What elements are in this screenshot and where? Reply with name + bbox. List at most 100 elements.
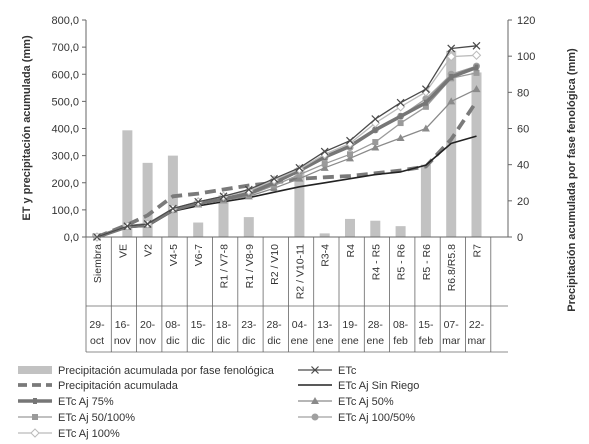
series-point-etc-aj-50-100: [473, 69, 480, 76]
series-point-etc-aj-75: [423, 99, 428, 106]
date-label-month: ene: [316, 335, 334, 347]
series-point-etc-aj-100: [471, 50, 482, 60]
left-tick-label: 400,0: [51, 124, 79, 136]
series-point-etc: [194, 197, 203, 206]
bar-precip-phase: [243, 217, 254, 237]
series-line-etc-aj-75: [96, 65, 478, 239]
left-axis-title: ET y precipitación acumulada (mm): [21, 35, 33, 221]
series-point-etc-aj-50-100: [372, 139, 379, 146]
right-tick-label: 120: [517, 15, 535, 27]
left-tick-label: 700,0: [51, 42, 79, 54]
series-point-etc: [320, 147, 329, 156]
legend-marker-etc: [311, 366, 319, 374]
bar-precip-phase: [319, 233, 330, 237]
series-point-etc-aj-100: [446, 51, 456, 62]
series-line-etc: [96, 45, 477, 238]
series-point-etc: [472, 41, 481, 50]
date-label-day: 29-: [89, 319, 105, 331]
legend-marker-etc-aj-75: [33, 398, 37, 404]
date-label-day: 16-: [115, 319, 131, 331]
legend-marker-etc-aj-100: [30, 428, 40, 438]
series-point-etc: [421, 85, 430, 94]
category-label: R5 - R6: [396, 244, 408, 280]
legend-label-etc-aj-75: ETc Aj 75%: [58, 396, 114, 408]
legend-marker-etc-aj-50-100: [32, 414, 38, 420]
series-point-etc: [396, 98, 405, 107]
bar-precip-phase: [471, 72, 482, 237]
date-label-month: ene: [291, 335, 309, 347]
date-label-month: ene: [341, 335, 359, 347]
legend-marker-etc-aj-100-50: [311, 413, 319, 421]
date-label-month: dic: [242, 335, 255, 347]
category-label: VE: [117, 244, 129, 258]
date-label-month: feb: [393, 335, 408, 347]
category-label: R3-4: [320, 244, 332, 267]
series-point-etc-aj-50: [320, 163, 329, 171]
category-label: R4: [345, 244, 357, 258]
category-label: R2 / V10-11: [294, 244, 306, 299]
series-point-etc-aj-50: [295, 174, 304, 182]
left-tick-label: 300,0: [51, 151, 79, 163]
date-label-month: mar: [442, 335, 461, 347]
series-point-etc-aj-75: [449, 73, 454, 80]
date-label-month: dic: [191, 335, 204, 347]
series-point-etc: [219, 192, 228, 201]
axis-labels: 0,0 100,0 200,0 300,0 400,0 500,0 600,0 700,0 80…: [21, 15, 578, 347]
right-tick-label: 80: [517, 87, 529, 99]
category-label: R6.8/R5.8: [446, 244, 458, 291]
date-label-month: dic: [166, 335, 179, 347]
series-point-etc: [143, 220, 152, 228]
series-point-etc-aj-50-100: [422, 103, 429, 110]
date-label-day: 15-: [191, 319, 207, 331]
left-tick-label: 200,0: [51, 178, 79, 190]
right-tick-label: 0: [517, 232, 523, 244]
date-label-day: 28-: [267, 319, 283, 331]
date-label-month: nov: [114, 335, 132, 347]
date-label-day: 04-: [292, 319, 308, 331]
legend-marker-etc-aj-50: [311, 397, 319, 404]
series-point-etc-aj-50: [371, 143, 380, 151]
date-label-month: feb: [419, 335, 434, 347]
legend-label-precipitaci-n-acumulada: Precipitación acumulada: [58, 380, 179, 392]
series-point-etc: [168, 204, 177, 213]
date-label-day: 20-: [140, 319, 156, 331]
left-tick-label: 0,0: [64, 232, 79, 244]
right-tick-label: 60: [517, 124, 529, 136]
left-tick-label: 100,0: [51, 205, 79, 217]
series-point-etc-aj-50: [346, 154, 354, 162]
date-label-day: 19-: [342, 319, 358, 331]
date-label-day: 22-: [469, 319, 485, 331]
series-line-etc-aj-100: [96, 54, 477, 238]
right-tick-label: 100: [517, 51, 535, 63]
series-point-etc: [123, 222, 132, 231]
left-tick-label: 800,0: [51, 15, 79, 27]
date-label-day: 13-: [317, 319, 333, 331]
legend-label-etc: ETc: [338, 365, 357, 377]
series-line-precipitaci-n-acumulada: [96, 100, 479, 239]
bar-precip-phase: [395, 226, 406, 237]
legend-label-etc-aj-50: ETc Aj 50%: [338, 396, 394, 408]
series-point-etc: [371, 115, 380, 123]
bar-precip-phase: [370, 220, 381, 237]
legend-label-etc-aj-100-50: ETc Aj 100/50%: [338, 412, 415, 424]
series-line-etc-aj-100-50: [96, 65, 477, 238]
axes: [82, 19, 512, 238]
date-label-day: 08-: [165, 319, 181, 331]
series-point-etc-aj-50-100: [321, 160, 328, 167]
series-point-etc: [270, 174, 279, 183]
date-label-day: 07-: [444, 319, 460, 331]
date-label-month: nov: [139, 335, 157, 347]
series-point-etc-aj-50: [421, 124, 430, 132]
series-point-etc-aj-50: [396, 133, 405, 141]
bar-precip-phase: [193, 222, 204, 237]
series-point-etc: [346, 136, 354, 145]
category-label: V4-5: [168, 244, 180, 266]
date-label-month: ene: [367, 335, 385, 347]
bar-precip-phase: [122, 130, 133, 237]
series-point-etc-aj-50: [447, 97, 456, 105]
bar-precip-phase: [420, 164, 431, 237]
legend-label-precipitaci-n-acumulada-por-fase-fenol-gica: Precipitación acumulada por fase fenológ…: [58, 365, 275, 377]
category-label: V6-7: [193, 244, 205, 266]
grid: [85, 237, 508, 353]
series-point-etc-aj-50-100: [347, 151, 353, 158]
